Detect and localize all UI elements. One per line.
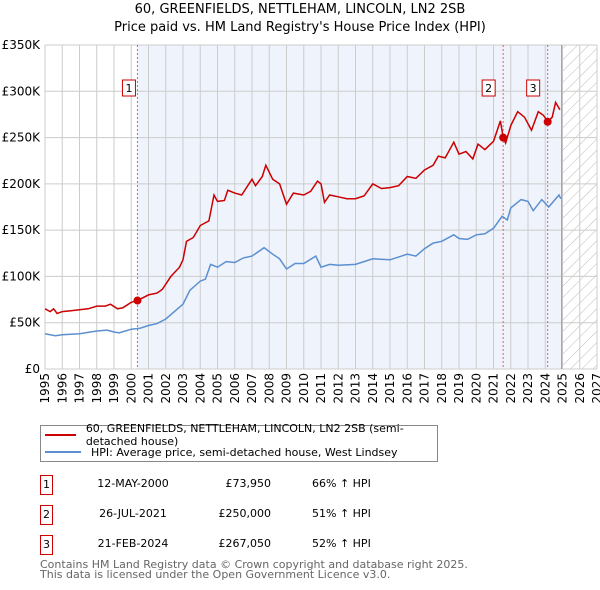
y-tick-label: £250K bbox=[2, 131, 42, 145]
x-tick-label: 2023 bbox=[521, 373, 535, 404]
x-tick-label: 1995 bbox=[38, 373, 52, 404]
sale-point bbox=[133, 296, 142, 305]
x-tick-label: 2001 bbox=[142, 373, 156, 404]
legend-label-hpi: HPI: Average price, semi-detached house,… bbox=[91, 445, 398, 459]
x-tick-label: 2016 bbox=[400, 373, 414, 404]
x-tick-label: 2006 bbox=[228, 373, 242, 404]
sale-label: 3 bbox=[530, 82, 537, 95]
x-tick-label: 1996 bbox=[55, 373, 69, 404]
x-tick-label: 2005 bbox=[211, 373, 225, 404]
transaction-price: £250,000 bbox=[218, 507, 272, 520]
y-tick-label: £0 bbox=[25, 362, 40, 376]
x-tick-label: 2011 bbox=[314, 373, 328, 404]
x-tick-label: 2010 bbox=[297, 373, 311, 404]
x-tick-label: 2013 bbox=[349, 373, 363, 404]
sale-label: 1 bbox=[125, 82, 132, 95]
y-tick-label: £100K bbox=[2, 269, 42, 283]
transaction-date: 26-JUL-2021 bbox=[99, 507, 167, 520]
footer-licence: This data is licensed under the Open Gov… bbox=[40, 568, 391, 581]
sale-label-box bbox=[481, 79, 496, 97]
x-tick-label: 2015 bbox=[383, 373, 397, 404]
transaction-date: 12-MAY-2000 bbox=[97, 477, 169, 490]
transaction-row: 1 12-MAY-2000 £73,950 66% ↑ HPI bbox=[40, 475, 440, 497]
x-tick-label: 2020 bbox=[469, 373, 483, 404]
sale-point bbox=[543, 117, 552, 126]
transaction-row: 2 26-JUL-2021 £250,000 51% ↑ HPI bbox=[40, 505, 440, 527]
x-tick-label: 2017 bbox=[418, 373, 432, 404]
legend-swatch-hpi bbox=[45, 451, 81, 453]
transaction-price: £73,950 bbox=[225, 477, 272, 490]
legend-item-hpi: HPI: Average price, semi-detached house,… bbox=[45, 444, 398, 460]
x-tick-label: 2007 bbox=[245, 373, 259, 404]
y-tick-label: £350K bbox=[2, 38, 42, 52]
x-tick-label: 2019 bbox=[452, 373, 466, 404]
legend: 60, GREENFIELDS, NETTLEHAM, LINCOLN, LN2… bbox=[40, 422, 438, 462]
y-tick-label: £200K bbox=[2, 177, 42, 191]
x-tick-label: 2027 bbox=[590, 373, 600, 404]
sale-label-box bbox=[526, 79, 541, 97]
ownership-shading bbox=[137, 45, 561, 369]
transaction-number: 2 bbox=[40, 505, 53, 525]
sale-label: 2 bbox=[485, 82, 492, 95]
y-tick-label: £50K bbox=[9, 316, 41, 330]
x-tick-label: 2003 bbox=[176, 373, 190, 404]
sale-point bbox=[499, 133, 508, 142]
transaction-hpi: 51% ↑ HPI bbox=[312, 507, 371, 520]
chart-title: 60, GREENFIELDS, NETTLEHAM, LINCOLN, LN2… bbox=[134, 2, 466, 17]
x-tick-label: 1997 bbox=[73, 373, 87, 404]
legend-item-price: 60, GREENFIELDS, NETTLEHAM, LINCOLN, LN2… bbox=[45, 422, 437, 448]
x-tick-label: 2021 bbox=[487, 373, 501, 404]
hpi-line bbox=[44, 193, 562, 337]
x-tick-label: 1999 bbox=[107, 373, 121, 404]
x-tick-label: 2004 bbox=[193, 373, 207, 404]
x-tick-label: 2025 bbox=[556, 373, 570, 404]
transaction-date: 21-FEB-2024 bbox=[97, 537, 169, 550]
price-paid-line bbox=[44, 100, 561, 315]
x-tick-label: 2012 bbox=[331, 373, 345, 404]
x-tick-label: 2018 bbox=[435, 373, 449, 404]
sale-label-box bbox=[121, 79, 136, 97]
transaction-hpi: 52% ↑ HPI bbox=[312, 537, 371, 550]
x-tick-label: 2022 bbox=[504, 373, 518, 404]
x-tick-label: 2008 bbox=[262, 373, 276, 404]
x-tick-label: 2026 bbox=[573, 373, 587, 404]
legend-label-price: 60, GREENFIELDS, NETTLEHAM, LINCOLN, LN2… bbox=[85, 422, 404, 448]
transaction-number: 3 bbox=[40, 535, 53, 555]
legend-swatch-price bbox=[45, 434, 76, 436]
x-tick-label: 2024 bbox=[538, 373, 552, 404]
x-tick-label: 2014 bbox=[366, 373, 380, 404]
footer-copyright: Contains HM Land Registry data © Crown c… bbox=[40, 558, 468, 571]
y-tick-label: £150K bbox=[2, 223, 42, 237]
x-tick-label: 2002 bbox=[159, 373, 173, 404]
y-tick-label: £300K bbox=[2, 84, 42, 98]
transaction-price: £267,050 bbox=[218, 537, 272, 550]
footer: Contains HM Land Registry data © Crown c… bbox=[40, 558, 468, 581]
x-tick-label: 2000 bbox=[124, 373, 138, 404]
transaction-row: 3 21-FEB-2024 £267,050 52% ↑ HPI bbox=[40, 535, 440, 557]
chart-subtitle: Price paid vs. HM Land Registry's House … bbox=[114, 20, 486, 35]
x-tick-label: 2009 bbox=[280, 373, 294, 404]
transaction-hpi: 66% ↑ HPI bbox=[312, 477, 371, 490]
transaction-number: 1 bbox=[40, 475, 53, 495]
x-tick-label: 1998 bbox=[90, 373, 104, 404]
